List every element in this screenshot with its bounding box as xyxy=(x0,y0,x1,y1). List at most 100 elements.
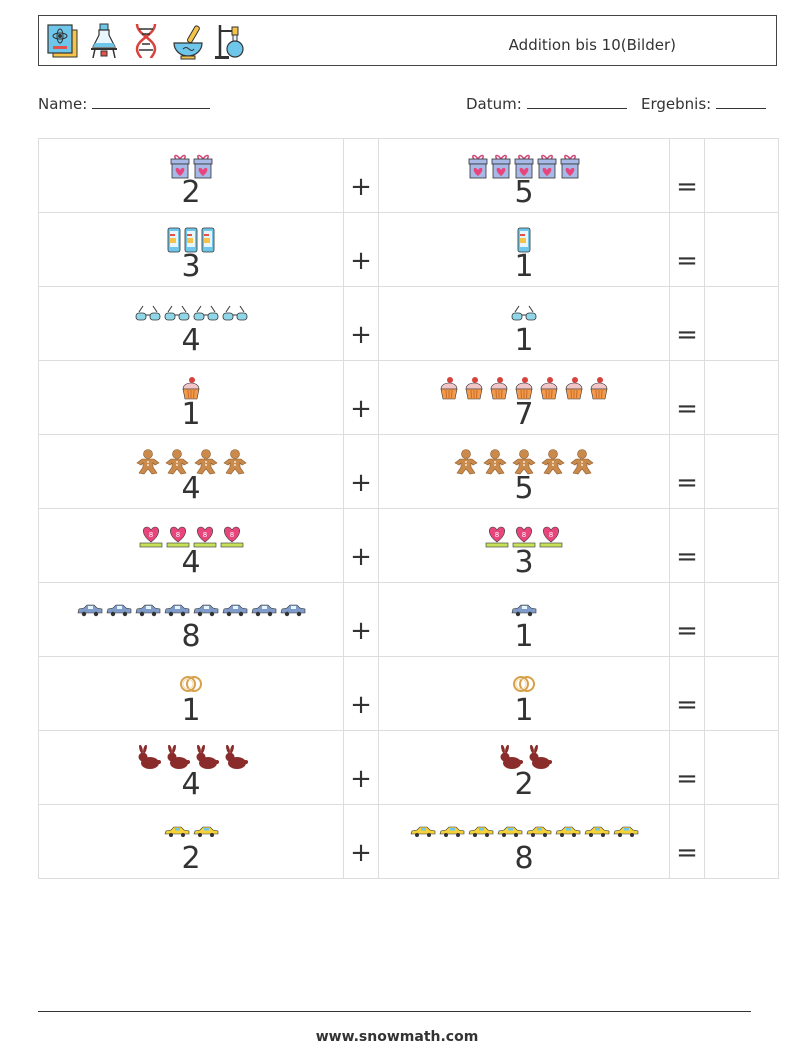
left-operand: 3 xyxy=(181,249,201,284)
taxi-icon xyxy=(526,826,552,838)
sunglasses-icon xyxy=(135,304,161,324)
gift-box-icon xyxy=(170,153,190,179)
gingerbread-man-icon xyxy=(135,449,161,475)
answer-cell[interactable] xyxy=(704,804,779,879)
car-icon xyxy=(193,603,219,617)
gift-box-icon xyxy=(491,153,511,179)
answer-cell[interactable] xyxy=(704,212,779,287)
problem-row: 1 +1 = xyxy=(38,656,779,731)
taxi-icon xyxy=(410,826,436,838)
plus-sign: + xyxy=(343,582,379,657)
name-label: Name: xyxy=(38,95,88,113)
cupcake-icon xyxy=(488,375,510,401)
problem-row: 1 +7 = xyxy=(38,360,779,435)
right-operand: 1 xyxy=(514,693,534,728)
bunny-icon xyxy=(222,745,248,771)
cupcake-icon xyxy=(438,375,460,401)
answer-cell[interactable] xyxy=(704,138,779,213)
taxi-icon xyxy=(164,826,190,838)
date-label: Datum: xyxy=(466,95,522,113)
equals-sign: = xyxy=(669,656,705,731)
plus-sign: + xyxy=(343,286,379,361)
left-operand-cell: 4 xyxy=(38,434,344,509)
right-picture-group: 8 8 8 xyxy=(379,522,669,550)
svg-text:8: 8 xyxy=(522,531,526,539)
gift-box-icon xyxy=(193,153,213,179)
worksheet-title: Addition bis 10(Bilder) xyxy=(508,36,676,54)
left-picture-group: 8 8 8 8 xyxy=(39,522,343,550)
right-operand-cell: 1 xyxy=(378,582,670,657)
right-picture-group xyxy=(379,448,669,476)
left-picture-group xyxy=(39,448,343,476)
heart-8-icon: 8 xyxy=(139,523,163,549)
cupcake-icon xyxy=(538,375,560,401)
left-operand-cell: 8 xyxy=(38,582,344,657)
mobile-phone-icon xyxy=(167,227,181,253)
plus-sign: + xyxy=(343,804,379,879)
svg-text:8: 8 xyxy=(175,531,179,539)
equals-sign: = xyxy=(669,212,705,287)
left-operand: 4 xyxy=(181,471,201,506)
heart-8-icon: 8 xyxy=(193,523,217,549)
sunglasses-icon xyxy=(222,304,248,324)
problem-table: 2 +5 = 3 +1 = 4 +1 = 1 +7 = 4 +5 = 8 8 8 8 4 +8 8 8 3 = 8 +1 = 1 +1 = 4… xyxy=(38,138,779,879)
car-icon xyxy=(280,603,306,617)
gingerbread-man-icon xyxy=(569,449,595,475)
right-picture-group xyxy=(379,670,669,698)
answer-cell[interactable] xyxy=(704,656,779,731)
right-operand-cell: 1 xyxy=(378,212,670,287)
taxi-icon xyxy=(584,826,610,838)
problem-row: 4 +5 = xyxy=(38,434,779,509)
right-operand: 1 xyxy=(514,323,534,358)
left-operand: 1 xyxy=(181,397,201,432)
equals-sign: = xyxy=(669,730,705,805)
left-operand-cell: 4 xyxy=(38,286,344,361)
left-operand-cell: 2 xyxy=(38,804,344,879)
rings-icon xyxy=(511,671,537,697)
name-blank[interactable] xyxy=(92,94,211,109)
left-operand: 2 xyxy=(181,841,201,876)
taxi-icon xyxy=(468,826,494,838)
left-picture-group xyxy=(39,670,343,698)
gingerbread-man-icon xyxy=(540,449,566,475)
car-icon xyxy=(135,603,161,617)
answer-cell[interactable] xyxy=(704,286,779,361)
bunny-icon xyxy=(135,745,161,771)
answer-cell[interactable] xyxy=(704,730,779,805)
answer-cell[interactable] xyxy=(704,434,779,509)
equals-sign: = xyxy=(669,804,705,879)
cupcake-icon xyxy=(513,375,535,401)
result-field[interactable]: Ergebnis: xyxy=(641,94,766,113)
retort-stand-icon xyxy=(215,25,244,59)
taxi-icon xyxy=(497,826,523,838)
right-picture-group xyxy=(379,226,669,254)
right-picture-group xyxy=(379,596,669,624)
answer-cell[interactable] xyxy=(704,360,779,435)
problem-row: 2 +5 = xyxy=(38,138,779,213)
heart-8-icon: 8 xyxy=(166,523,190,549)
taxi-icon xyxy=(439,826,465,838)
problem-row: 4 +1 = xyxy=(38,286,779,361)
taxi-icon xyxy=(613,826,639,838)
right-operand-cell: 8 xyxy=(378,804,670,879)
date-field[interactable]: Datum: xyxy=(466,94,627,113)
answer-cell[interactable] xyxy=(704,582,779,657)
date-blank[interactable] xyxy=(526,94,627,109)
bunny-icon xyxy=(497,745,523,771)
car-icon xyxy=(106,603,132,617)
bunny-icon xyxy=(193,745,219,771)
name-field[interactable]: Name: xyxy=(38,94,211,113)
left-picture-group xyxy=(39,818,343,846)
plus-sign: + xyxy=(343,212,379,287)
left-operand: 4 xyxy=(181,545,201,580)
gingerbread-man-icon xyxy=(511,449,537,475)
plus-sign: + xyxy=(343,730,379,805)
left-operand-cell: 3 xyxy=(38,212,344,287)
answer-cell[interactable] xyxy=(704,508,779,583)
result-blank[interactable] xyxy=(715,94,766,109)
left-picture-group xyxy=(39,374,343,402)
mortar-pestle-icon xyxy=(173,25,203,60)
equals-sign: = xyxy=(669,434,705,509)
gingerbread-man-icon xyxy=(453,449,479,475)
plus-sign: + xyxy=(343,434,379,509)
